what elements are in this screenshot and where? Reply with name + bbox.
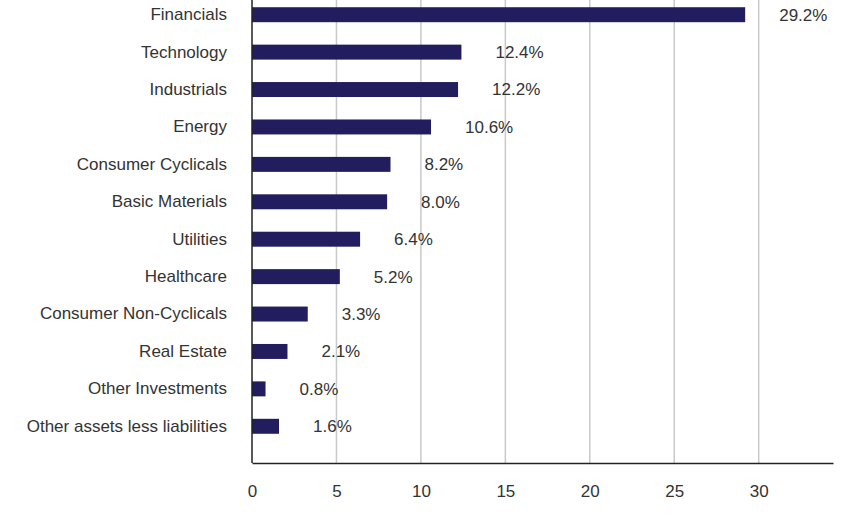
data-label: 10.6% — [465, 118, 513, 137]
x-tick: 10 — [412, 463, 431, 501]
y-tick-label: Other Investments — [88, 379, 227, 398]
bars — [252, 7, 745, 434]
data-label: 12.4% — [495, 43, 543, 62]
bar — [252, 419, 279, 434]
x-tick-label: 10 — [412, 482, 431, 501]
y-tick-label: Utilities — [172, 230, 227, 249]
data-label: 0.8% — [300, 380, 339, 399]
y-tick: Financials — [150, 5, 252, 24]
y-tick-label: Healthcare — [145, 267, 227, 286]
data-label: 8.0% — [421, 193, 460, 212]
y-tick: Other Investments — [88, 379, 252, 398]
x-tick-label: 20 — [581, 482, 600, 501]
x-tick: 25 — [665, 463, 684, 501]
y-tick: Consumer Non-Cyclicals — [40, 304, 252, 323]
y-tick-label: Consumer Non-Cyclicals — [40, 304, 227, 323]
y-tick-label: Basic Materials — [112, 192, 227, 211]
grid-line — [505, 0, 507, 463]
y-tick: Technology — [141, 43, 252, 62]
x-tick-label: 15 — [496, 482, 515, 501]
grid-line — [758, 0, 760, 463]
data-labels: 29.2% 12.4% 12.2% 10.6%8.2% 8.0% 6.4% 5.2% 3.3%… — [300, 6, 828, 437]
x-axis-line — [253, 463, 834, 465]
bar — [252, 45, 461, 60]
y-tick: Utilities — [172, 230, 252, 249]
y-tick: Energy — [173, 117, 252, 136]
bar — [252, 232, 360, 247]
x-tick: 15 — [496, 463, 515, 501]
y-tick: Real Estate — [139, 342, 252, 361]
bar — [252, 82, 458, 97]
bar — [252, 269, 340, 284]
y-tick-label: Financials — [150, 5, 227, 24]
bar — [252, 157, 390, 172]
x-tick: 20 — [581, 463, 600, 501]
y-tick-label: Consumer Cyclicals — [77, 155, 227, 174]
bar — [252, 7, 745, 22]
y-tick-label: Energy — [173, 117, 227, 136]
data-label: 3.3% — [342, 305, 381, 324]
y-tick: Healthcare — [145, 267, 252, 286]
y-tick: Basic Materials — [112, 192, 252, 211]
y-axis: Financials Technology Industrials Energy Con… — [27, 0, 252, 463]
x-tick-label: 30 — [750, 482, 769, 501]
x-tick: 5 — [332, 463, 341, 501]
y-tick-label: Real Estate — [139, 342, 227, 361]
y-tick: Consumer Cyclicals — [77, 155, 252, 174]
grid-line — [589, 0, 591, 463]
x-tick: 0 — [248, 463, 257, 501]
data-label: 12.2% — [492, 80, 540, 99]
bar — [252, 307, 308, 322]
data-label: 29.2% — [779, 6, 827, 25]
plot: 0 5 10 15 20 25 30 Financials Technology Industri… — [27, 0, 834, 501]
bar — [252, 194, 387, 209]
y-tick-label: Other assets less liabilities — [27, 417, 227, 436]
bar — [252, 381, 266, 396]
grid — [336, 0, 758, 463]
x-tick-label: 0 — [248, 482, 257, 501]
y-tick: Other assets less liabilities — [27, 417, 252, 436]
y-tick: Industrials — [150, 80, 252, 99]
bar — [252, 344, 287, 359]
y-tick-label: Technology — [141, 43, 228, 62]
x-axis: 0 5 10 15 20 25 30 — [248, 463, 834, 501]
x-tick-label: 5 — [332, 482, 341, 501]
chart: 0 5 10 15 20 25 30 Financials Technology Industri… — [0, 0, 864, 528]
data-label: 2.1% — [321, 342, 360, 361]
data-label: 8.2% — [424, 155, 463, 174]
data-label: 1.6% — [313, 417, 352, 436]
y-tick-label: Industrials — [150, 80, 227, 99]
data-label: 6.4% — [394, 230, 433, 249]
y-axis-line — [251, 0, 253, 463]
x-tick: 30 — [750, 463, 769, 501]
data-label: 5.2% — [374, 268, 413, 287]
x-tick-label: 25 — [665, 482, 684, 501]
grid-line — [673, 0, 675, 463]
bar — [252, 119, 431, 134]
